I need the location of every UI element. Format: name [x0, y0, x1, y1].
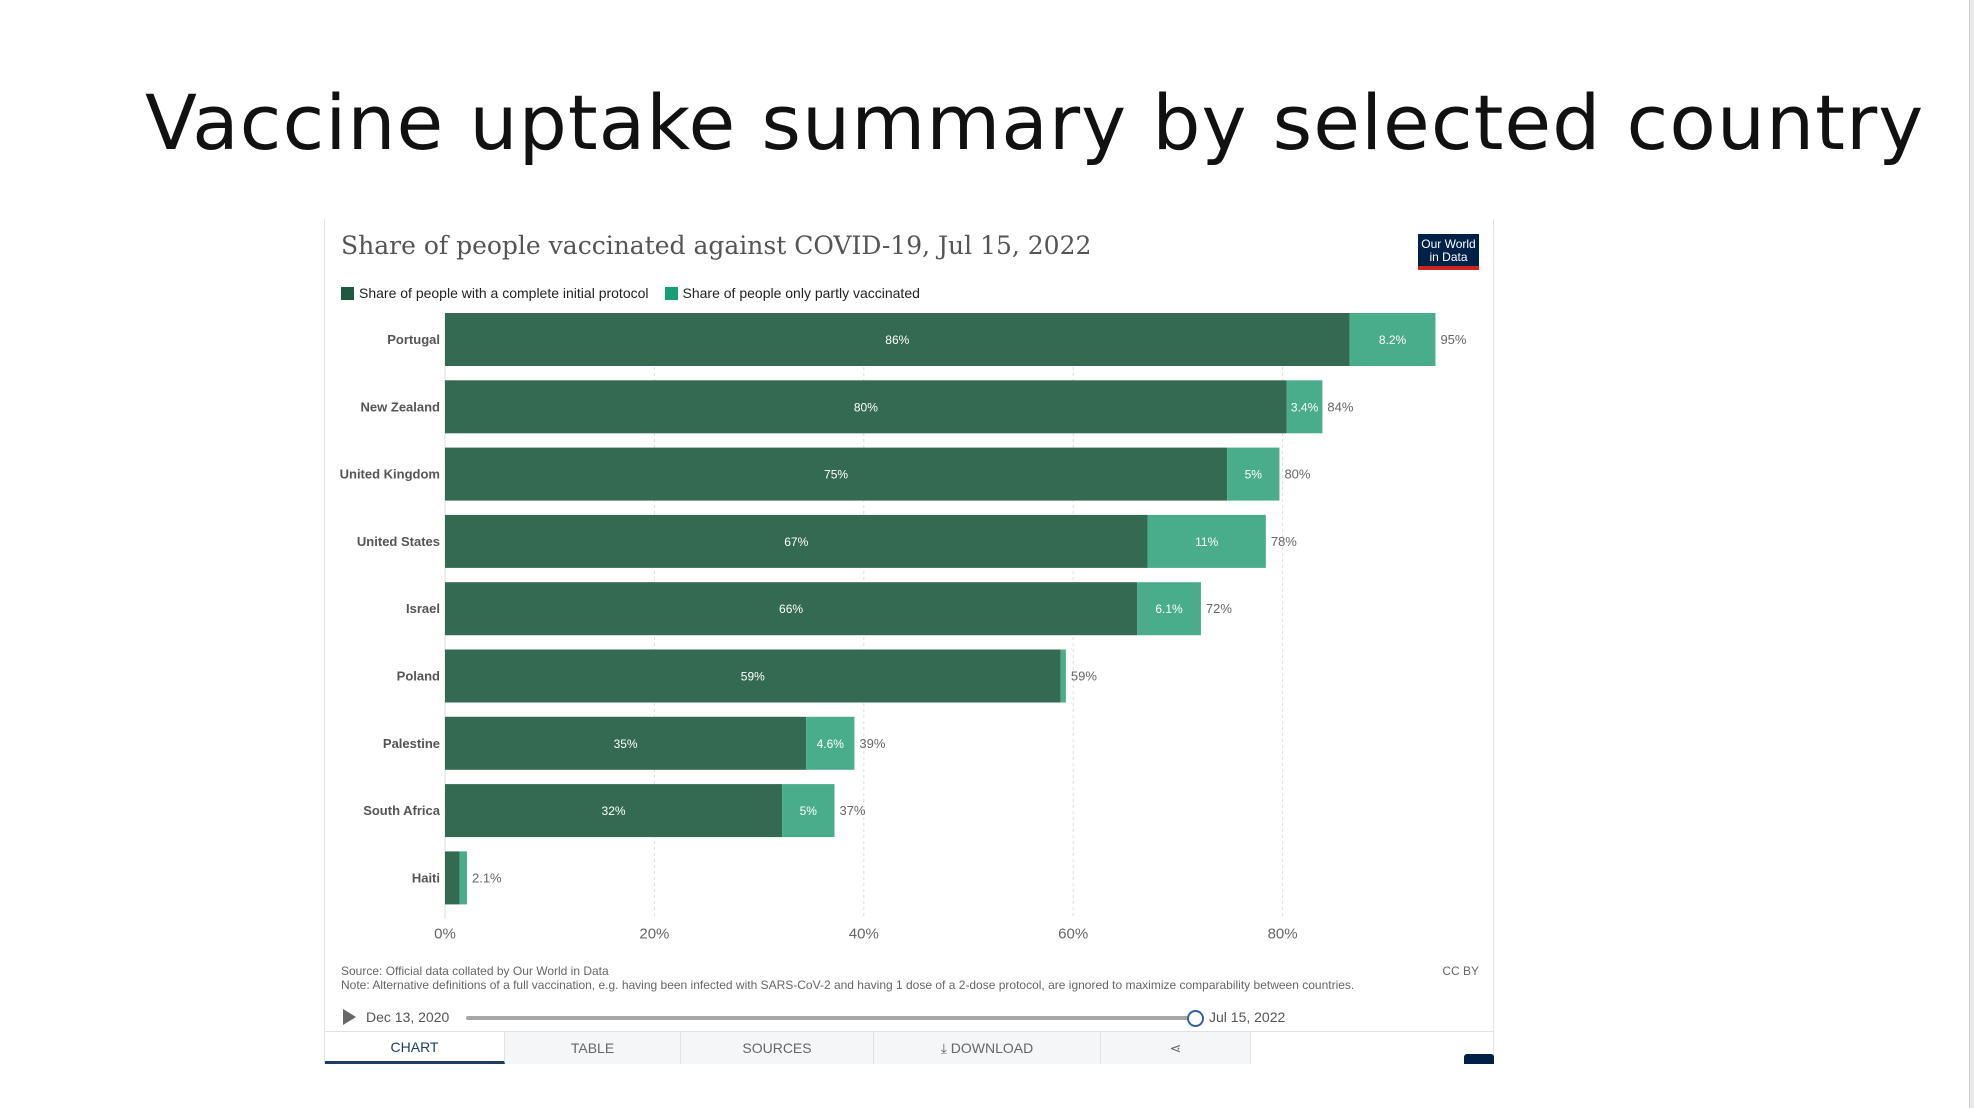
tab-chart[interactable]: CHART: [325, 1032, 505, 1064]
data-label-partial: 5%: [1245, 468, 1263, 482]
total-label: 2.1%: [472, 870, 502, 885]
bar-partial: [806, 716, 855, 770]
window-scrollbar[interactable]: [1969, 0, 1974, 1108]
chart-legend: Share of people with a complete initial …: [341, 285, 936, 301]
bar-complete: [445, 313, 1350, 366]
category-label: Portugal: [387, 332, 440, 347]
bar-partial: [1286, 380, 1323, 434]
bar-partial: [782, 784, 835, 838]
category-label: South Africa: [363, 803, 441, 818]
total-label: 95%: [1440, 332, 1466, 347]
x-tick-label: 40%: [849, 926, 879, 943]
timeline: Dec 13, 2020 Jul 15, 2022: [341, 1006, 1481, 1028]
bar-complete: [445, 784, 783, 838]
tab-sources[interactable]: SOURCES: [681, 1032, 874, 1064]
timeline-slider-handle[interactable]: [1187, 1010, 1204, 1027]
logo-line-1: Our World: [1421, 237, 1476, 251]
data-label-partial: 5%: [800, 804, 818, 818]
category-label: New Zealand: [361, 399, 441, 414]
x-tick-label: 60%: [1058, 926, 1088, 943]
source-text: Source: Official data collated by Our Wo…: [341, 964, 609, 978]
bar-complete: [445, 851, 460, 905]
x-tick-label: 80%: [1268, 926, 1298, 943]
x-tick-label: 0%: [434, 926, 456, 943]
data-label-partial: 4.6%: [817, 737, 845, 751]
corner-button[interactable]: [1464, 1054, 1494, 1064]
category-label: Palestine: [383, 736, 440, 751]
bar-complete: [445, 649, 1061, 703]
timeline-end-date[interactable]: Jul 15, 2022: [1209, 1009, 1286, 1025]
bar-complete: [445, 447, 1228, 501]
legend-swatch-complete: [341, 286, 354, 300]
bar-chart: Portugal 86% 8.2% 95% New Zealand 80% 3.4% 84% U…: [340, 313, 1467, 943]
bar-partial: [459, 851, 467, 905]
bar-partial: [1227, 447, 1280, 501]
data-label-partial: 6.1%: [1155, 602, 1183, 616]
total-label: 59%: [1071, 669, 1097, 684]
total-label: 84%: [1327, 399, 1353, 414]
category-label: Haiti: [412, 870, 440, 885]
data-label-partial: 11%: [1195, 535, 1218, 549]
category-label: Israel: [406, 601, 440, 616]
timeline-slider-track[interactable]: [466, 1016, 1194, 1020]
legend-label-partial: Share of people only partly vaccinated: [682, 285, 920, 301]
bar-partial: [1137, 582, 1201, 636]
legend-label-complete: Share of people with a complete initial …: [359, 285, 649, 301]
data-label-complete: 35%: [614, 737, 638, 751]
data-label-complete: 86%: [885, 333, 909, 347]
x-tick-label: 20%: [639, 926, 669, 943]
tab-share[interactable]: ⋖: [1101, 1032, 1251, 1064]
bar-complete: [445, 716, 807, 770]
tab-download[interactable]: ⤓ DOWNLOAD: [874, 1032, 1101, 1064]
data-label-partial: 3.4%: [1291, 400, 1319, 414]
chart-tabs: CHART TABLE SOURCES ⤓ DOWNLOAD ⋖: [325, 1031, 1493, 1065]
bars: Portugal 86% 8.2% 95% New Zealand 80% 3.4% 84% U…: [340, 313, 1467, 905]
chart-source: Source: Official data collated by Our Wo…: [341, 964, 1354, 992]
total-label: 37%: [839, 803, 865, 818]
timeline-start-date[interactable]: Dec 13, 2020: [366, 1009, 450, 1025]
total-label: 72%: [1206, 601, 1232, 616]
logo-line-2: in Data: [1429, 250, 1468, 264]
category-label: United States: [357, 534, 440, 549]
category-label: United Kingdom: [340, 467, 440, 482]
legend-item-partial[interactable]: Share of people only partly vaccinated: [664, 285, 920, 301]
total-label: 39%: [859, 736, 885, 751]
data-label-complete: 80%: [854, 400, 878, 414]
note-text: Note: Alternative definitions of a full …: [341, 978, 1355, 992]
owid-logo[interactable]: Our World in Data: [1418, 234, 1479, 270]
data-label-complete: 59%: [741, 670, 765, 684]
legend-item-complete[interactable]: Share of people with a complete initial …: [341, 285, 649, 301]
bar-complete: [445, 380, 1287, 434]
total-label: 78%: [1271, 534, 1297, 549]
play-icon[interactable]: [343, 1009, 356, 1025]
slide-title: Vaccine uptake summary by selected count…: [145, 78, 1925, 167]
bar-partial: [1349, 313, 1436, 366]
data-label-complete: 66%: [779, 602, 803, 616]
category-label: Poland: [397, 669, 440, 684]
license-link[interactable]: CC BY: [1442, 964, 1479, 978]
bar-complete: [445, 514, 1148, 568]
data-label-partial: 8.2%: [1379, 333, 1407, 347]
bar-complete: [445, 582, 1138, 636]
chart-title: Share of people vaccinated against COVID…: [341, 231, 1092, 260]
data-label-complete: 32%: [602, 804, 626, 818]
tab-table[interactable]: TABLE: [505, 1032, 681, 1064]
data-label-complete: 75%: [824, 468, 848, 482]
x-axis: 0% 20% 40% 60% 80%: [434, 926, 1297, 943]
bar-partial: [1060, 649, 1066, 703]
legend-swatch-partial: [664, 286, 678, 300]
data-label-complete: 67%: [784, 535, 808, 549]
total-label: 80%: [1284, 467, 1310, 482]
chart-card: Share of people vaccinated against COVID…: [324, 219, 1494, 1064]
bar-partial: [1147, 514, 1266, 568]
